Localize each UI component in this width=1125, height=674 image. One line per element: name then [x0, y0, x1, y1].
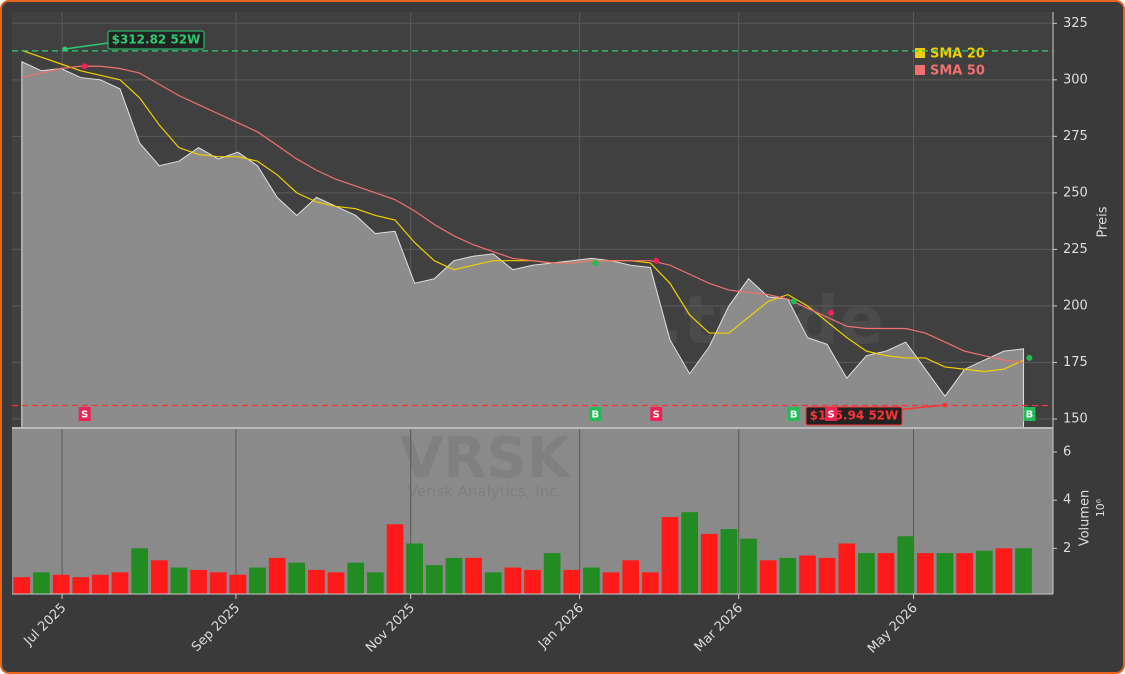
volume-bar [190, 569, 207, 594]
volume-bar [209, 572, 227, 594]
volume-bar [524, 569, 541, 594]
volume-bar [268, 557, 286, 594]
volume-bar [111, 572, 129, 594]
volume-bar [642, 572, 659, 594]
annotation-label: $155.94 52W [810, 409, 899, 423]
volume-bar [425, 565, 443, 594]
signal-dot [1026, 354, 1033, 361]
volume-bar [858, 553, 875, 594]
y-tick-label: 4 [1063, 493, 1071, 508]
volume-bar [386, 524, 404, 594]
y-tick-label: 325 [1063, 16, 1088, 31]
signal-label: B [790, 410, 798, 421]
signal-badge [1023, 407, 1036, 421]
arrow-head [62, 46, 68, 52]
annotation-arrow [64, 42, 109, 50]
company-watermark: Verisk Analytics, Inc. [408, 483, 563, 501]
volume-bar [308, 569, 325, 594]
volume-bar [975, 550, 993, 594]
volume-bar [170, 567, 188, 594]
volume-bar [563, 569, 581, 594]
volume-bar [700, 533, 718, 594]
signal-badge [589, 407, 602, 421]
volume-bar [995, 548, 1013, 594]
signal-badge [650, 407, 663, 421]
signal-label: B [592, 410, 600, 421]
signal-label: B [1026, 410, 1034, 421]
volume-bar [445, 557, 463, 594]
sma-line [21, 49, 1024, 373]
volume-bar [877, 553, 895, 594]
volume-bar [131, 548, 149, 594]
legend-swatch [915, 65, 925, 75]
legend-label: SMA 20 [930, 47, 985, 62]
arrow-head [942, 402, 948, 408]
volume-bar [681, 512, 698, 594]
volume-bar [327, 572, 345, 594]
y-tick-label: 200 [1063, 298, 1088, 313]
volume-bar [799, 555, 816, 594]
y-tick-label: 2 [1063, 541, 1071, 556]
volume-bar [288, 562, 306, 594]
volume-bar [661, 517, 679, 594]
volume-bar [583, 567, 600, 594]
volume-bar [720, 529, 738, 594]
y-tick-label: 150 [1063, 411, 1088, 426]
annotation-box [107, 30, 205, 50]
volume-bar [622, 560, 640, 594]
y-axis-unit: 10⁶ [1094, 498, 1107, 517]
legend-label: SMA 50 [930, 64, 985, 79]
ticker-watermark: VRSK [400, 426, 573, 491]
legend-swatch [915, 48, 925, 58]
volume-bar [740, 538, 757, 594]
volume-bar [465, 557, 482, 594]
signal-dot [653, 257, 660, 264]
volume-bar [367, 572, 384, 594]
signal-label: S [827, 410, 834, 421]
volume-bar [406, 543, 423, 594]
volume-bar [504, 567, 522, 594]
volume-bar [249, 567, 266, 594]
volume-bar [52, 574, 70, 594]
volume-bar [936, 553, 954, 594]
y-axis-label: Volumen [1078, 490, 1093, 547]
volume-bar [1015, 548, 1032, 594]
volume-bar [484, 572, 502, 594]
signal-dot [828, 309, 835, 316]
y-tick-label: 250 [1063, 185, 1088, 200]
y-tick-label: 175 [1063, 355, 1088, 370]
y-axis-label: Preis [1096, 206, 1111, 237]
signal-badge [78, 407, 91, 421]
y-tick-label: 6 [1063, 445, 1071, 460]
signal-label: S [653, 410, 660, 421]
volume-bar [72, 577, 90, 594]
signal-dot [81, 63, 88, 70]
volume-bar [13, 577, 31, 594]
signal-label: S [81, 410, 88, 421]
volume-bar [347, 562, 365, 594]
volume-bar [818, 557, 836, 594]
volume-bar [543, 553, 561, 594]
volume-bar [33, 572, 50, 594]
volume-bar [602, 572, 620, 594]
volume-bar [897, 536, 915, 594]
signal-badge [787, 407, 800, 421]
signal-badge [825, 407, 838, 421]
volume-bar [956, 553, 973, 594]
annotation-label: $312.82 52W [112, 33, 201, 47]
volume-bar [759, 560, 777, 594]
volume-bar [92, 574, 109, 594]
volume-bar [150, 560, 168, 594]
signal-dot [790, 298, 797, 305]
volume-bar [916, 553, 934, 594]
volume-bar [779, 557, 797, 594]
volume-bar [838, 543, 856, 594]
y-tick-label: 225 [1063, 242, 1088, 257]
signal-dot [592, 259, 599, 266]
y-tick-label: 300 [1063, 72, 1088, 87]
sma-line [21, 65, 1024, 364]
volume-bar [229, 574, 247, 594]
y-tick-label: 275 [1063, 129, 1088, 144]
